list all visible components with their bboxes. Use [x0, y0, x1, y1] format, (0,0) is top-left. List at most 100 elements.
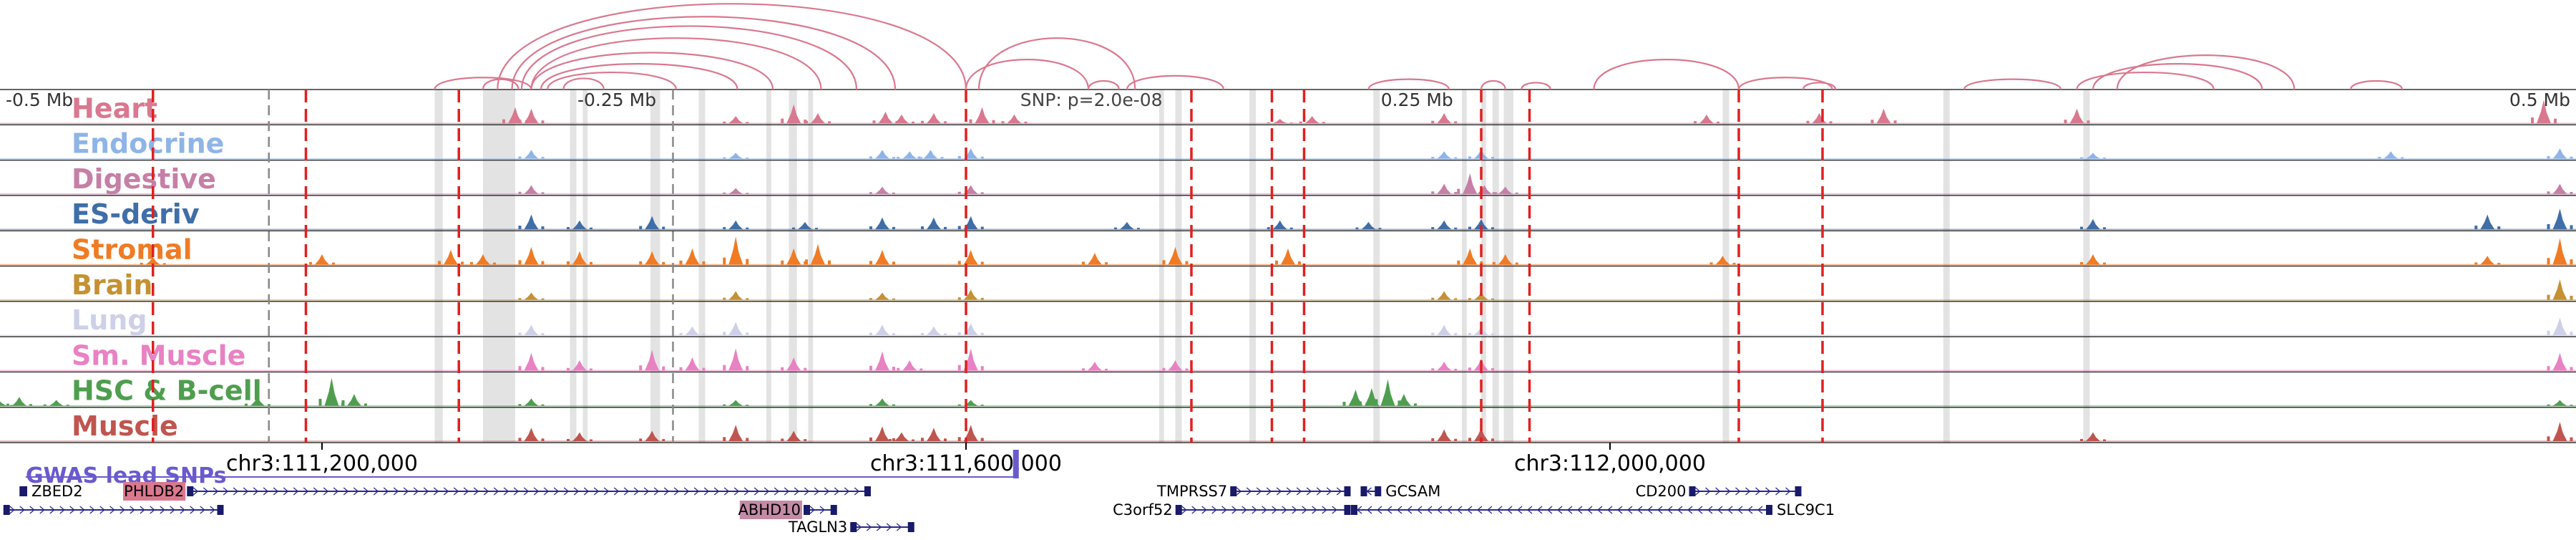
signal-peak — [1454, 192, 1458, 194]
signal-peak — [315, 254, 329, 265]
strand-arrow — [1715, 487, 1721, 496]
signal-peak — [1454, 121, 1458, 124]
strand-arrow — [753, 487, 760, 496]
gene-label: PHLDB2 — [124, 483, 184, 500]
signal-peak — [1454, 368, 1458, 371]
strand-arrow — [1677, 506, 1683, 514]
strand-arrow — [1236, 487, 1242, 496]
signal-peak — [541, 226, 545, 230]
signal-peak — [1431, 368, 1435, 371]
signal-peak — [2570, 192, 2573, 194]
signal-peak — [590, 261, 592, 265]
signal-peak — [541, 120, 545, 124]
strand-arrow — [683, 487, 690, 496]
signal-peak — [2570, 405, 2573, 406]
signal-peak — [786, 104, 801, 124]
signal-peak — [567, 227, 570, 230]
signal-peak — [162, 263, 166, 265]
signal-peak — [728, 348, 743, 371]
signal-peak — [2570, 437, 2573, 441]
strand-arrow — [1396, 506, 1402, 514]
track-label: HSC & B-cell — [72, 375, 262, 407]
signal-peak — [1463, 248, 1478, 265]
loop-arc — [434, 77, 532, 90]
signal-peak — [518, 226, 522, 230]
track-muscle: Muscle — [0, 410, 2576, 442]
coordinate-tick-label: chr3:111,600,000 — [870, 451, 1062, 476]
strand-arrow — [253, 487, 259, 496]
loop-arc — [1593, 59, 1740, 90]
signal-peak — [1474, 218, 1488, 230]
signal-peak — [828, 121, 831, 124]
signal-peak — [2570, 225, 2573, 230]
track-label: Endocrine — [72, 128, 224, 160]
strand-arrow — [343, 487, 349, 496]
signal-peak — [2103, 262, 2106, 265]
signal-peak — [1515, 262, 1518, 265]
signal-peak — [869, 298, 872, 300]
signal-peak — [2080, 438, 2083, 441]
track-label: Sm. Muscle — [72, 339, 245, 371]
signal-peak — [679, 260, 683, 265]
signal-peak — [1468, 367, 1471, 371]
signal-peak — [923, 150, 938, 159]
signal-peak — [518, 298, 522, 300]
strand-arrow — [1316, 487, 1322, 496]
loop-arc — [965, 59, 1090, 90]
signal-peak — [645, 349, 660, 371]
signal-peak — [869, 261, 872, 265]
strand-arrow — [293, 487, 299, 496]
strand-arrow — [824, 487, 830, 496]
signal-peak — [892, 333, 895, 336]
signal-peak — [590, 368, 592, 371]
signal-peak — [1007, 114, 1022, 124]
strand-arrow — [723, 487, 730, 496]
signal-peak — [2384, 151, 2399, 159]
loop-arc — [1737, 77, 1833, 90]
loop-arc — [2076, 71, 2215, 90]
signal-peak — [728, 425, 743, 441]
strand-arrow — [854, 487, 860, 496]
gene-exon — [1766, 505, 1772, 515]
gene-tagln3: TAGLN3 — [788, 519, 914, 536]
strand-arrow — [1657, 506, 1663, 514]
loop-arc — [482, 78, 519, 90]
signal-peak — [980, 297, 984, 300]
signal-peak — [2552, 279, 2567, 300]
signal-peak — [685, 326, 700, 336]
signal-peak — [869, 156, 872, 159]
strand-arrow — [49, 506, 55, 514]
signal-peak — [1272, 220, 1287, 230]
strand-arrow — [713, 487, 720, 496]
signal-peak — [875, 150, 889, 159]
signal-peak — [969, 119, 972, 124]
gene-label: TMPRSS7 — [1156, 483, 1227, 500]
signal-peak — [502, 119, 505, 124]
signal-peak — [1431, 297, 1435, 300]
signal-peak — [2554, 118, 2557, 124]
signal-peak — [250, 397, 265, 406]
strand-arrow — [794, 487, 800, 496]
signal-peak — [2547, 223, 2550, 230]
strand-arrow — [573, 487, 580, 496]
signal-peak — [438, 261, 441, 265]
track-label: ES-deriv — [72, 198, 200, 230]
signal-peak — [1114, 227, 1117, 230]
signal-peak — [1480, 261, 1483, 265]
signal-peak — [927, 428, 941, 441]
signal-peak — [1454, 438, 1458, 441]
signal-peak — [1515, 192, 1518, 194]
signal-peak — [798, 221, 812, 230]
gene-label: ZBED2 — [31, 483, 83, 500]
signal-peak — [2080, 261, 2083, 265]
signal-peak — [2474, 226, 2478, 230]
strand-arrow — [886, 523, 892, 531]
strand-arrow — [363, 487, 369, 496]
gene-plcxd2: PLCXD2 — [0, 501, 224, 519]
signal-peak — [1709, 262, 1713, 265]
strand-arrow — [1735, 487, 1741, 496]
signal-peak — [1732, 263, 1736, 265]
signal-peak — [2531, 117, 2534, 124]
signal-peak — [2547, 258, 2550, 265]
signal-peak — [723, 121, 726, 124]
